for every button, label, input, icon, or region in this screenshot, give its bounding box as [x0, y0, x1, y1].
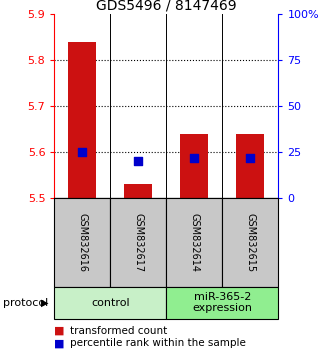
Text: ■: ■ — [54, 338, 65, 348]
Text: GSM832617: GSM832617 — [133, 213, 143, 272]
Bar — [54, 287, 166, 319]
Bar — [236, 134, 264, 198]
Title: GDS5496 / 8147469: GDS5496 / 8147469 — [96, 0, 237, 13]
Bar — [110, 198, 166, 287]
Text: ▶: ▶ — [41, 298, 49, 308]
Bar — [68, 42, 96, 198]
Text: transformed count: transformed count — [70, 326, 168, 336]
Bar — [180, 134, 208, 198]
Text: percentile rank within the sample: percentile rank within the sample — [70, 338, 246, 348]
Point — [80, 149, 85, 155]
Text: GSM832615: GSM832615 — [245, 213, 255, 272]
Point — [136, 159, 141, 164]
Text: GSM832614: GSM832614 — [189, 213, 199, 272]
Text: miR-365-2
expression: miR-365-2 expression — [192, 292, 252, 314]
Bar — [124, 184, 152, 198]
Text: protocol: protocol — [3, 298, 48, 308]
Bar — [166, 287, 278, 319]
Text: GSM832616: GSM832616 — [77, 213, 87, 272]
Bar — [54, 198, 110, 287]
Bar — [222, 198, 278, 287]
Point — [248, 155, 253, 161]
Point — [192, 155, 197, 161]
Bar — [166, 198, 222, 287]
Text: ■: ■ — [54, 326, 65, 336]
Text: control: control — [91, 298, 130, 308]
